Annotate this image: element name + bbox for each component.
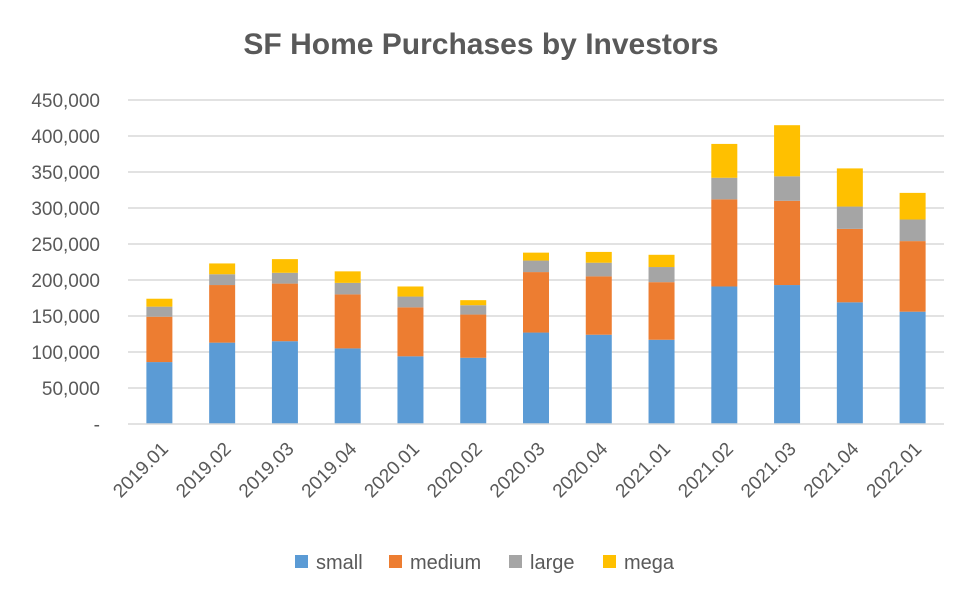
bar-medium-2020.01: [397, 307, 424, 357]
bars: [146, 125, 926, 424]
bar-large-2022.01: [899, 219, 926, 242]
bar-medium-2020.02: [460, 314, 487, 358]
y-tick-label: 150,000: [31, 307, 100, 328]
y-tick-label: 450,000: [31, 91, 100, 112]
legend-label-large: large: [530, 552, 574, 574]
bar-large-2019.03: [271, 272, 298, 284]
legend-swatch-small: [295, 555, 308, 568]
bar-mega-2021.02: [711, 143, 738, 178]
bar-small-2021.03: [774, 285, 801, 424]
bar-large-2021.03: [774, 176, 801, 201]
legend-swatch-medium: [389, 555, 402, 568]
bar-small-2019.04: [334, 348, 361, 424]
x-tick-label: 2022.01: [863, 439, 926, 502]
x-tick-label: 2019.04: [298, 438, 362, 502]
bar-large-2020.03: [523, 260, 549, 273]
x-tick-label: 2019.01: [110, 439, 173, 502]
bar-large-2020.02: [460, 305, 487, 315]
bar-mega-2020.03: [523, 252, 549, 261]
x-axis-ticks: 2019.01 2019.02 2019.03 2019.04 2020.01 2020.…: [110, 438, 927, 502]
bar-small-2020.02: [460, 357, 487, 424]
bar-small-2019.01: [146, 362, 173, 424]
y-axis-ticks: - 50,000 100,000 150,000 200,000 250,000 300,0…: [31, 91, 100, 436]
bar-small-2020.04: [585, 334, 612, 424]
bar-large-2019.04: [334, 282, 361, 295]
bar-large-2021.04: [836, 206, 863, 229]
y-tick-label: -: [94, 415, 100, 436]
legend-label-mega: mega: [624, 552, 675, 574]
legend-swatch-mega: [603, 555, 616, 568]
bar-mega-2019.03: [271, 259, 298, 273]
x-tick-label: 2020.03: [486, 439, 549, 502]
legend-label-small: small: [316, 552, 363, 574]
bar-mega-2021.03: [774, 125, 801, 177]
bar-small-2022.01: [899, 311, 926, 424]
bar-medium-2020.04: [585, 276, 612, 335]
chart-title: SF Home Purchases by Investors: [243, 28, 718, 61]
legend-label-medium: medium: [410, 552, 481, 574]
gridlines: [128, 99, 944, 389]
x-tick-label: 2019.03: [235, 439, 298, 502]
bar-mega-2019.02: [209, 263, 236, 275]
y-tick-label: 400,000: [31, 127, 100, 148]
bar-medium-2022.01: [899, 241, 926, 312]
bar-large-2019.01: [146, 306, 173, 317]
x-tick-label: 2020.04: [549, 438, 613, 502]
legend-swatch-large: [509, 555, 522, 568]
bar-mega-2019.04: [334, 271, 361, 283]
bar-small-2019.02: [209, 342, 236, 424]
bar-medium-2019.04: [334, 294, 361, 349]
bar-medium-2021.03: [774, 200, 801, 286]
bar-mega-2022.01: [899, 192, 926, 220]
bar-mega-2019.01: [146, 298, 173, 307]
bar-small-2021.01: [648, 339, 675, 424]
legend: small medium large mega: [295, 552, 675, 574]
bar-mega-2020.04: [585, 251, 612, 263]
bar-large-2020.01: [397, 296, 424, 308]
bar-mega-2021.04: [836, 168, 863, 207]
x-tick-label: 2021.02: [674, 439, 737, 502]
bar-mega-2021.01: [648, 254, 675, 268]
bar-medium-2020.03: [523, 272, 549, 333]
bar-large-2021.01: [648, 267, 675, 283]
bar-medium-2021.04: [836, 228, 863, 303]
bar-large-2021.02: [711, 177, 738, 200]
bar-mega-2020.02: [460, 300, 487, 306]
y-tick-label: 300,000: [31, 199, 100, 220]
bar-medium-2019.02: [209, 285, 236, 343]
bar-medium-2019.01: [146, 316, 173, 363]
x-tick-label: 2020.01: [361, 439, 424, 502]
bar-small-2019.03: [271, 341, 298, 424]
y-tick-label: 50,000: [42, 379, 100, 400]
y-tick-label: 350,000: [31, 163, 100, 184]
y-tick-label: 250,000: [31, 235, 100, 256]
bar-small-2020.01: [397, 356, 424, 424]
x-tick-label: 2021.01: [612, 439, 675, 502]
x-tick-label: 2021.04: [800, 438, 864, 502]
x-tick-label: 2019.02: [172, 439, 235, 502]
x-tick-label: 2020.02: [423, 439, 486, 502]
bar-medium-2021.01: [648, 282, 675, 340]
y-tick-label: 100,000: [31, 343, 100, 364]
x-tick-label: 2021.03: [737, 439, 800, 502]
bar-small-2021.04: [836, 302, 863, 424]
bar-large-2019.02: [209, 274, 236, 286]
bar-medium-2019.03: [271, 283, 298, 342]
bar-small-2020.03: [523, 332, 549, 424]
y-tick-label: 200,000: [31, 271, 100, 292]
bar-small-2021.02: [711, 286, 738, 424]
bar-mega-2020.01: [397, 286, 424, 297]
bar-medium-2021.02: [711, 199, 738, 287]
bar-large-2020.04: [585, 262, 612, 277]
